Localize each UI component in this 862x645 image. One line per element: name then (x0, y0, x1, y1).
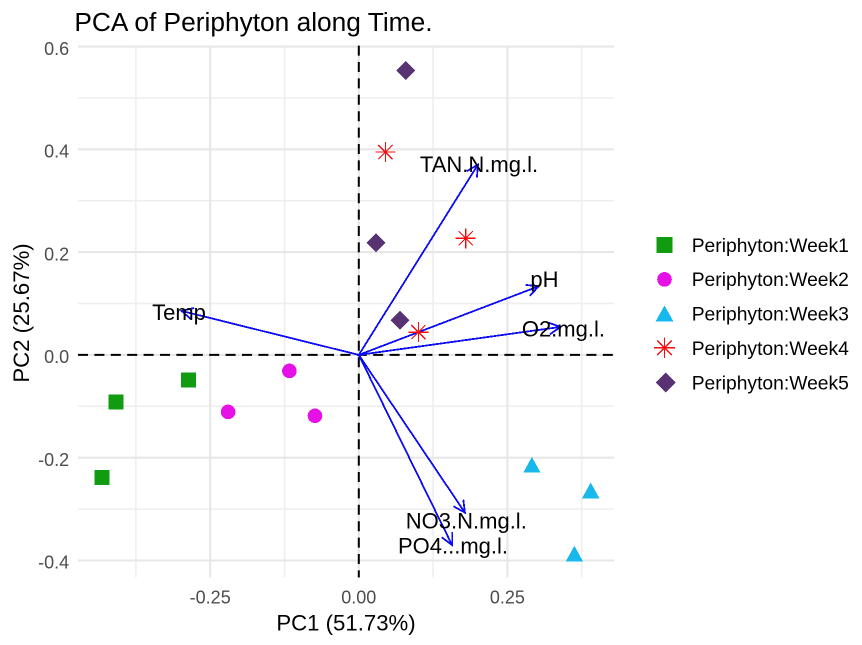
svg-text:Periphyton:Week3: Periphyton:Week3 (692, 305, 849, 326)
svg-text:PO4...mg.l.: PO4...mg.l. (398, 534, 508, 559)
svg-text:PC1 (51.73%): PC1 (51.73%) (276, 610, 415, 635)
svg-text:0.0: 0.0 (44, 347, 69, 367)
svg-text:TAN.N.mg.l.: TAN.N.mg.l. (420, 152, 538, 177)
svg-text:0.4: 0.4 (44, 142, 69, 162)
svg-text:0.6: 0.6 (44, 39, 69, 59)
svg-text:PC2 (25.67%): PC2 (25.67%) (9, 243, 34, 382)
svg-text:0.2: 0.2 (44, 244, 69, 264)
svg-text:-0.2: -0.2 (38, 450, 69, 470)
svg-text:pH: pH (530, 267, 558, 292)
svg-text:Temp: Temp (152, 300, 206, 325)
svg-text:Periphyton:Week2: Periphyton:Week2 (692, 270, 849, 291)
svg-text:O2.mg.l.: O2.mg.l. (522, 317, 605, 342)
svg-text:PCA of Periphyton along Time.: PCA of Periphyton along Time. (74, 7, 432, 37)
svg-text:0.25: 0.25 (490, 588, 525, 608)
svg-text:-0.25: -0.25 (190, 588, 231, 608)
svg-text:-0.4: -0.4 (38, 553, 69, 573)
svg-text:0.00: 0.00 (341, 588, 376, 608)
svg-text:Periphyton:Week5: Periphyton:Week5 (692, 373, 849, 394)
svg-text:Periphyton:Week1: Periphyton:Week1 (692, 236, 849, 257)
svg-text:Periphyton:Week4: Periphyton:Week4 (692, 339, 849, 360)
svg-text:NO3.N.mg.l.: NO3.N.mg.l. (406, 509, 527, 534)
